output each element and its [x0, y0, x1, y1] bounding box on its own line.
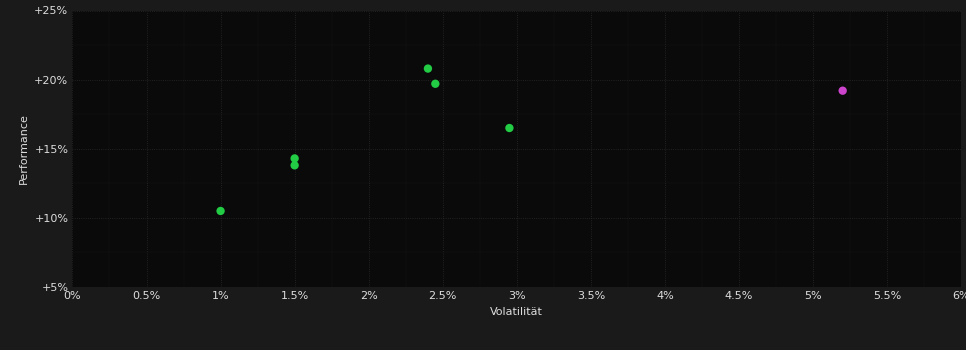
Y-axis label: Performance: Performance	[18, 113, 29, 184]
Point	[428, 81, 443, 86]
Point	[835, 88, 850, 93]
Point	[213, 208, 228, 214]
Point	[501, 125, 517, 131]
X-axis label: Volatilität: Volatilität	[491, 307, 543, 317]
Point	[287, 162, 302, 168]
Point	[287, 156, 302, 161]
Point	[420, 66, 436, 71]
